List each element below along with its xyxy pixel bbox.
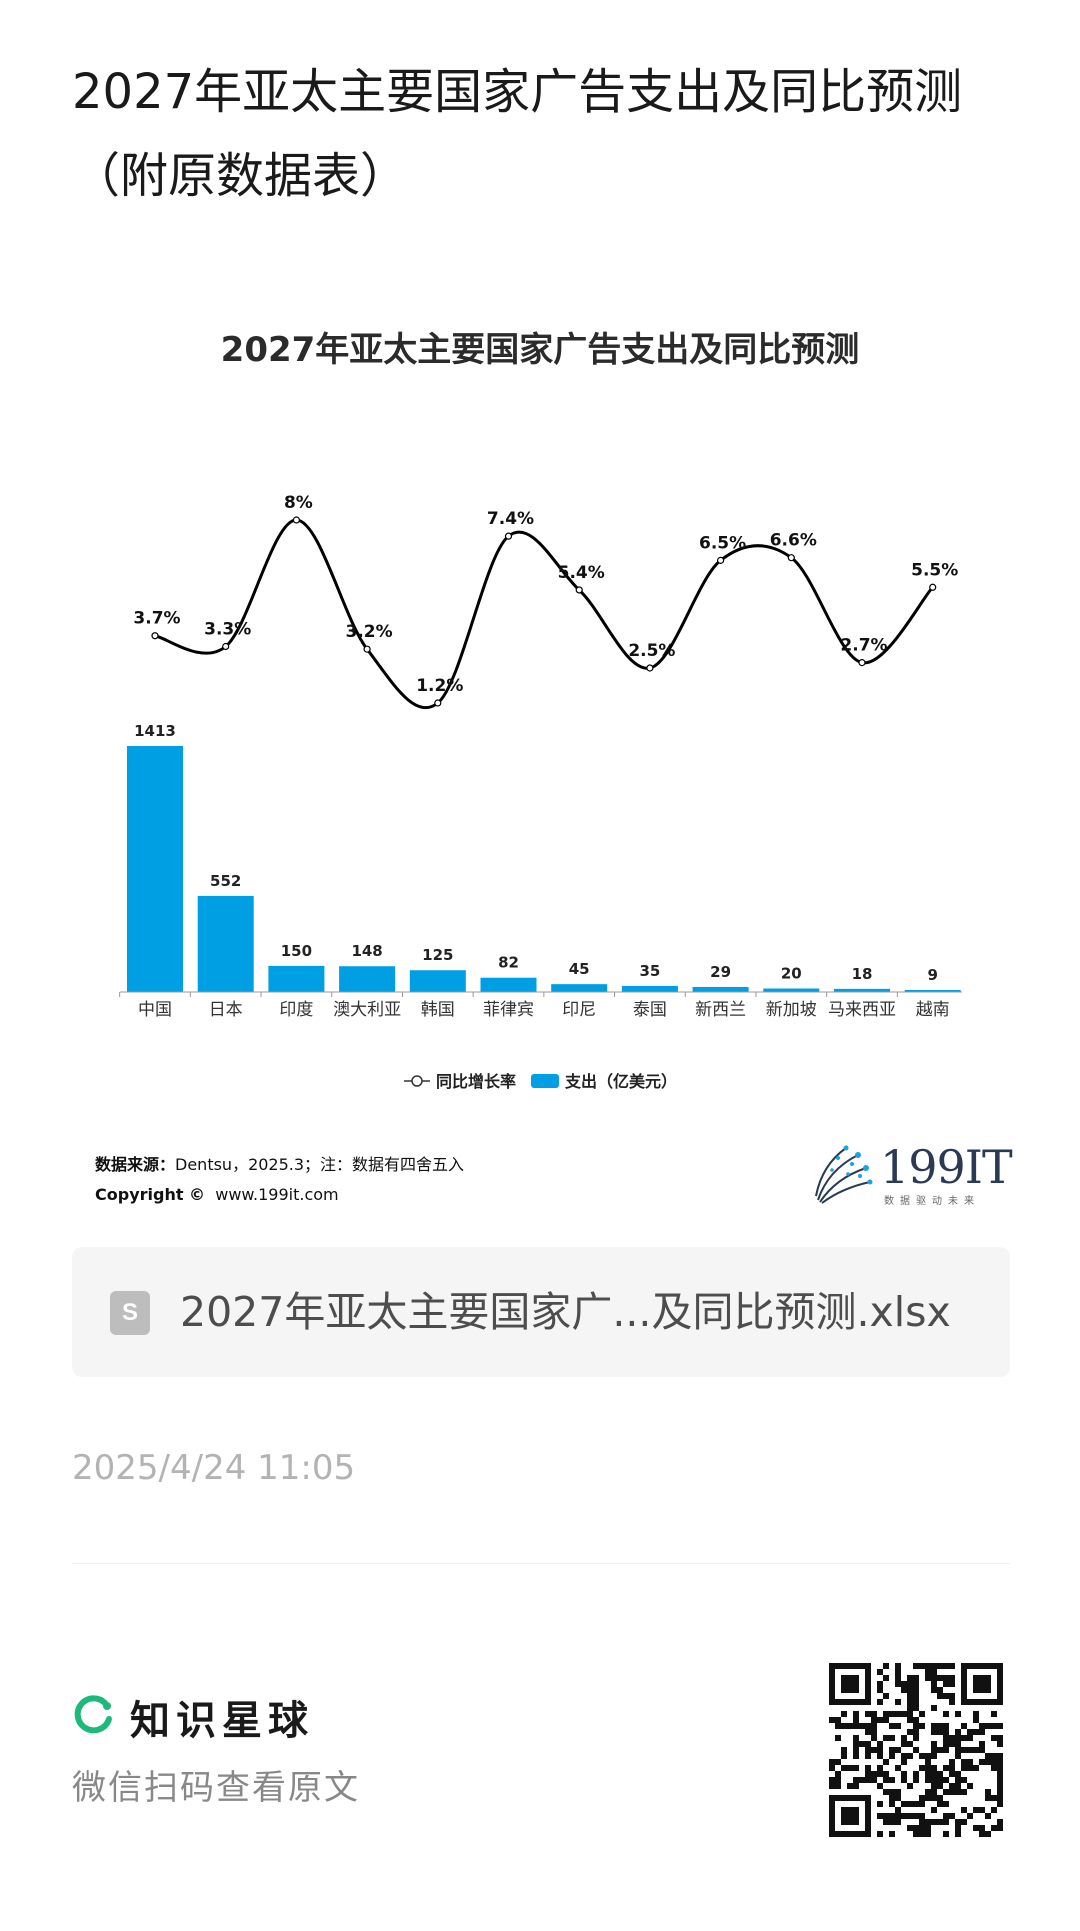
logo-text: 199IT — [880, 1140, 1013, 1194]
x-tick-label: 马来西亚 — [828, 1000, 896, 1020]
growth-point — [716, 556, 725, 564]
growth-value-label: 6.6% — [770, 531, 817, 551]
brand-subtitle: 微信扫码查看原文 — [72, 1768, 360, 1808]
bar-10 — [763, 988, 820, 992]
bar-value-label: 9 — [927, 966, 937, 984]
bar-11 — [834, 988, 890, 992]
x-tick-label: 中国 — [138, 1000, 172, 1020]
growth-value-label: 3.3% — [204, 619, 251, 639]
copyright-text: www.199it.com — [215, 1185, 339, 1204]
growth-point — [151, 632, 159, 640]
growth-value-label: 2.7% — [840, 636, 887, 656]
spreadsheet-icon-letter: S — [121, 1299, 138, 1326]
zsxq-logo-icon — [74, 1695, 112, 1734]
qr-code[interactable] — [829, 1663, 1003, 1837]
bar-1 — [127, 746, 183, 992]
bar-7 — [551, 984, 608, 992]
bar-8 — [621, 985, 678, 992]
bar-value-label: 45 — [569, 960, 590, 978]
page-title: 2027年亚太主要国家广告支出及同比预测（附原数据表） — [72, 64, 963, 204]
logo-subtitle: 数据驱动未来 — [884, 1196, 980, 1207]
growth-point — [434, 699, 442, 707]
199it-dots-icon — [815, 1145, 873, 1204]
legend-label-growth: 同比增长率 — [436, 1072, 516, 1091]
growth-value-label: 5.5% — [911, 560, 958, 580]
growth-value-label: 7.4% — [487, 509, 534, 529]
growth-point — [575, 586, 583, 594]
x-tick-label: 新西兰 — [695, 1000, 746, 1020]
attachment-filename: 2027年亚太主要国家广...及同比预测.xlsx — [180, 1288, 951, 1336]
copyright-label: Copyright © — [95, 1185, 206, 1204]
bar-value-label: 1413 — [134, 722, 176, 740]
x-tick-label: 印尼 — [562, 1000, 596, 1020]
bar-2 — [197, 895, 254, 992]
x-tick-label: 菲律宾 — [483, 1000, 534, 1020]
growth-value-label: 1.2% — [416, 676, 463, 696]
bar-value-label: 125 — [422, 946, 453, 964]
growth-value-label: 5.4% — [558, 563, 605, 583]
bar-value-label: 150 — [281, 942, 312, 960]
x-tick-label: 越南 — [916, 1000, 950, 1020]
bar-6 — [480, 977, 537, 992]
bar-12 — [904, 990, 961, 992]
source-note: 数据来源：Dentsu，2025.3；注：数据有四舍五入 Copyright ©… — [95, 1150, 464, 1210]
growth-point — [222, 642, 230, 651]
bar-value-label: 148 — [351, 942, 382, 960]
bar-5 — [409, 970, 466, 992]
x-tick-label: 印度 — [279, 1000, 313, 1020]
legend-bar-swatch — [531, 1074, 559, 1088]
source-label: 数据来源： — [95, 1155, 176, 1174]
growth-point — [787, 554, 795, 562]
bar-value-label: 35 — [639, 962, 660, 980]
growth-point — [929, 583, 937, 591]
x-tick-label: 澳大利亚 — [333, 1000, 401, 1020]
brand-name: 知识星球 — [130, 1698, 314, 1744]
legend-marker — [411, 1075, 423, 1087]
bar-value-label: 29 — [710, 963, 731, 981]
growth-point — [363, 645, 371, 653]
growth-value-label: 3.7% — [133, 609, 180, 629]
bar-value-label: 552 — [210, 872, 241, 890]
growth-value-label: 8% — [284, 493, 313, 513]
x-tick-label: 韩国 — [421, 1000, 455, 1020]
source-text: Dentsu，2025.3；注：数据有四舍五入 — [175, 1155, 465, 1174]
divider — [72, 1563, 1010, 1564]
199it-logo: 199IT 数据驱动未来 — [808, 1140, 1013, 1210]
chart-title: 2027年亚太主要国家广告支出及同比预测 — [221, 330, 860, 370]
chart: 2027年亚太主要国家广告支出及同比预测 1413 552 150 148 125 82 4… — [0, 300, 1080, 1240]
x-tick-label: 日本 — [209, 1000, 243, 1020]
growth-point — [646, 664, 654, 672]
growth-point — [504, 532, 513, 540]
bar-value-label: 18 — [852, 965, 873, 983]
spreadsheet-icon: S — [110, 1291, 150, 1335]
bar-value-label: 82 — [498, 954, 519, 972]
bar-3 — [268, 965, 325, 992]
bar-9 — [692, 986, 749, 992]
post-timestamp: 2025/4/24 11:05 — [72, 1448, 356, 1488]
growth-value-label: 2.5% — [628, 641, 675, 661]
chart-svg: 2027年亚太主要国家广告支出及同比预测 1413 552 150 148 125 82 4… — [119, 330, 962, 1091]
growth-point — [292, 516, 300, 524]
attachment-card[interactable]: S 2027年亚太主要国家广...及同比预测.xlsx — [72, 1247, 1010, 1377]
growth-value-label: 3.2% — [346, 622, 393, 642]
growth-line — [154, 518, 934, 710]
legend-label-spend: 支出（亿美元） — [564, 1072, 677, 1091]
growth-value-label: 6.5% — [699, 533, 746, 553]
legend: 同比增长率 支出（亿美元） — [404, 1072, 677, 1091]
x-tick-label: 新加坡 — [766, 1000, 817, 1020]
x-tick-label: 泰国 — [633, 1000, 667, 1020]
bar-value-label: 20 — [781, 965, 802, 983]
bar-4 — [339, 966, 396, 992]
growth-point — [858, 659, 866, 667]
qr-code-image — [829, 1663, 1003, 1837]
